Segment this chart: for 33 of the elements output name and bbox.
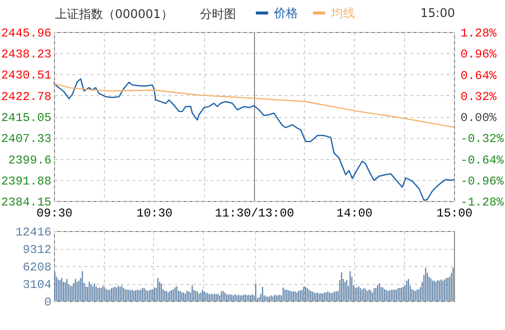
- y-tick-label: 2399.6: [8, 153, 52, 168]
- y-tick-label: 2445.96: [1, 26, 52, 40]
- text: 15:00: [420, 6, 455, 20]
- x-tick-label: 10:30: [136, 206, 173, 220]
- x-tick-label: 15:00: [436, 206, 473, 220]
- y-tick-label: 12416: [15, 226, 52, 240]
- x-tick-label: 11:30/13:00: [214, 206, 294, 220]
- y-tick-label: 6208: [22, 260, 52, 274]
- text: 1.28%: [460, 26, 497, 40]
- text: 0.32%: [460, 90, 497, 104]
- chart-title: 上证指数（000001）: [55, 6, 173, 23]
- x-tick-label: 14:00: [336, 206, 373, 220]
- text: -0.32%: [460, 132, 504, 146]
- y-tick-label: 2384.15: [1, 196, 52, 210]
- text: 0.96%: [460, 48, 497, 62]
- chart-subtitle: 分时图: [200, 6, 236, 23]
- y-tick-label: 2422.78: [1, 90, 52, 104]
- y-tick-label: 2430.51: [1, 68, 52, 83]
- x-tick-label: 09:30: [36, 206, 73, 220]
- text: 0.64%: [460, 68, 497, 83]
- y-tick-label: 3104: [22, 278, 52, 292]
- text: -0.96%: [460, 174, 504, 188]
- y-tick-label: 2415.05: [1, 111, 52, 126]
- y-tick-label: 9312: [22, 243, 52, 257]
- y-tick-label: 2391.88: [1, 174, 52, 188]
- y-tick-label: 0: [44, 296, 52, 310]
- y-tick-label: 2438.23: [1, 48, 52, 62]
- legend-label: 价格: [273, 6, 298, 20]
- text: -1.28%: [460, 196, 504, 210]
- text: -0.64%: [460, 153, 504, 168]
- y-tick-label: 2407.33: [1, 132, 52, 146]
- legend-label: 均线: [330, 6, 355, 20]
- text: 0.00%: [460, 111, 497, 125]
